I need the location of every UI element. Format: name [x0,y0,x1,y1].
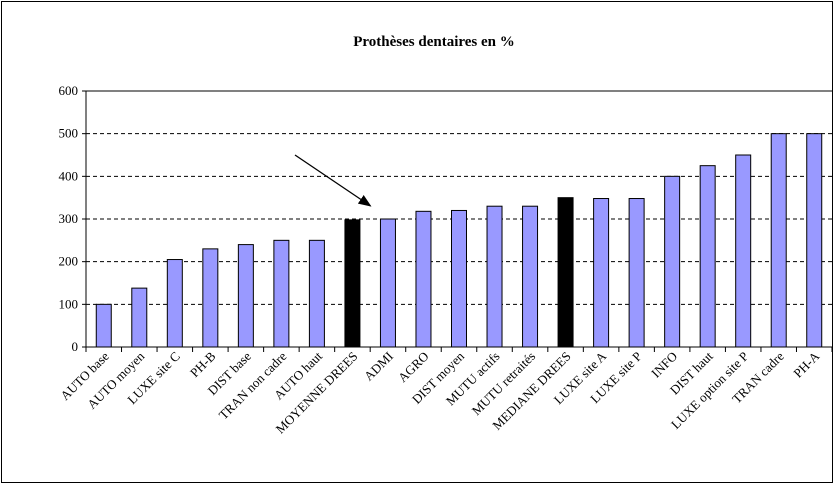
bar [735,154,752,348]
chart-title: Prothèses dentaires en % [353,34,515,50]
bars [95,133,823,348]
bar [379,218,396,348]
y-tick-label: 500 [59,126,79,141]
annotation-arrow [294,154,372,207]
y-tick-label: 200 [59,254,79,269]
bar [202,248,219,348]
x-tick-label: PH-A [790,348,822,380]
bar [344,219,361,348]
y-tick-label: 100 [59,296,79,311]
bar [415,210,432,348]
bar [806,133,823,348]
bar [699,165,716,348]
bar [593,198,610,348]
bar [308,239,325,348]
x-tick-label: PH-B [187,348,219,380]
bar [131,287,148,348]
bar [486,205,503,348]
bar [273,239,290,348]
y-tick-label: 400 [59,168,79,183]
bar [522,205,539,348]
y-axis: 0 100 200 300 400 500 600 [59,83,87,354]
bar [451,209,467,348]
y-tick-label: 300 [59,211,79,226]
x-tick-label: INFO [648,349,680,381]
bar [628,198,645,348]
annotation [294,154,372,207]
bar [664,175,681,348]
y-tick-label: 0 [72,339,79,354]
bar [95,303,112,348]
bar [557,197,574,348]
y-tick-label: 600 [59,83,79,98]
bar [770,133,787,348]
x-tick-label: ADMI [361,349,396,384]
bar [237,244,254,348]
bar [166,259,183,348]
